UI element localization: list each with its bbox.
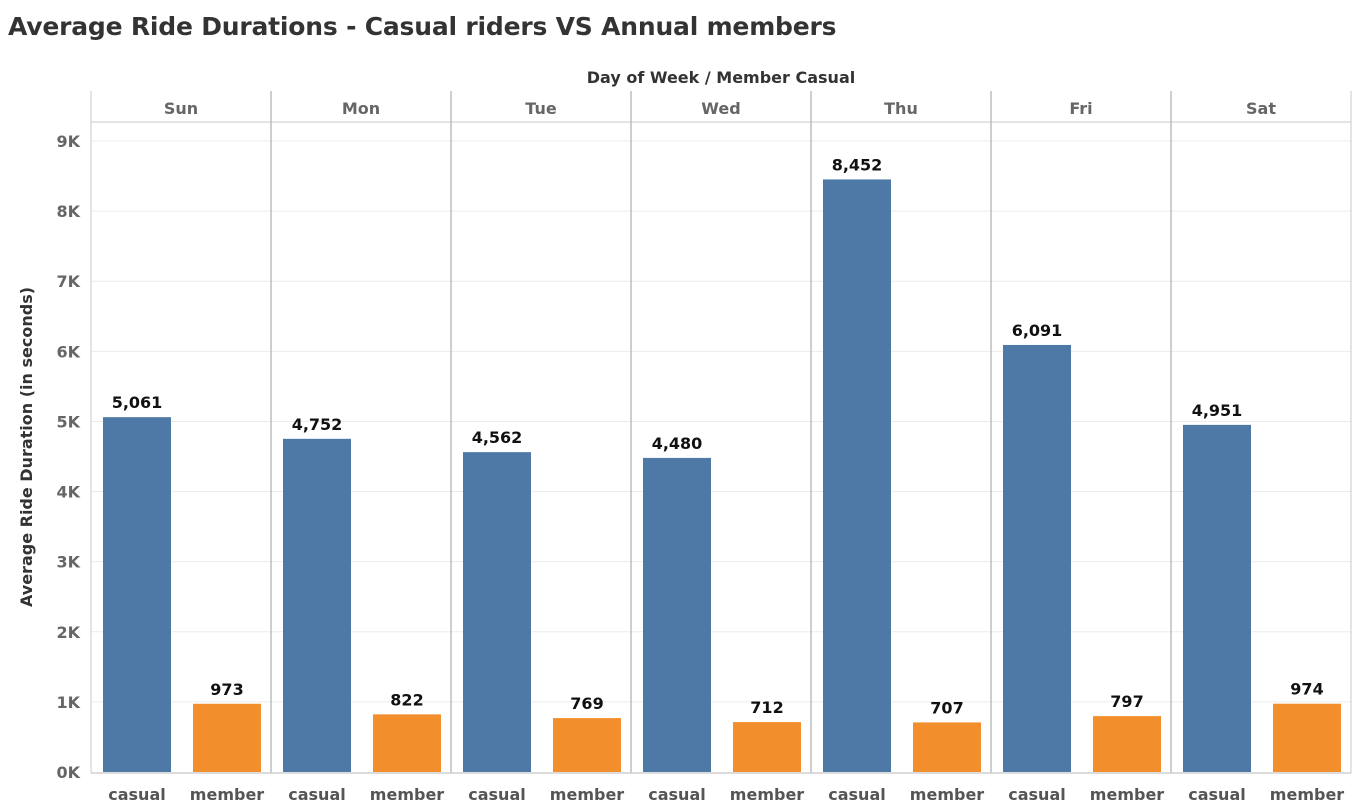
category-header-wed: Wed	[701, 99, 740, 118]
data-label: 973	[210, 680, 243, 699]
data-label: 5,061	[112, 393, 163, 412]
x-tick-label: casual	[1188, 785, 1245, 804]
x-tick-label: casual	[1008, 785, 1065, 804]
y-tick-label: 1K	[56, 693, 80, 712]
data-label: 6,091	[1012, 321, 1063, 340]
bar-casual-tue	[463, 452, 531, 772]
x-tick-label: member	[1090, 785, 1165, 804]
data-label: 707	[930, 698, 963, 717]
data-label: 4,951	[1192, 401, 1243, 420]
header-label: Day of Week / Member Casual	[587, 68, 855, 87]
data-label: 4,480	[652, 434, 703, 453]
bar-casual-sat	[1183, 424, 1251, 772]
y-tick-label: 3K	[56, 553, 80, 572]
bar-casual-fri	[1003, 344, 1071, 772]
x-tick-label: member	[910, 785, 985, 804]
y-tick-label: 5K	[56, 412, 80, 431]
y-tick-label: 6K	[56, 342, 80, 361]
data-label: 712	[750, 698, 783, 717]
data-label: 4,562	[472, 428, 523, 447]
x-tick-label: member	[730, 785, 805, 804]
category-header-tue: Tue	[525, 99, 557, 118]
x-tick-label: member	[550, 785, 625, 804]
x-tick-label: casual	[468, 785, 525, 804]
data-label: 4,752	[292, 415, 343, 434]
bar-member-mon	[373, 714, 441, 772]
category-header-mon: Mon	[342, 99, 380, 118]
x-tick-label: member	[370, 785, 445, 804]
x-tick-label: member	[1270, 785, 1345, 804]
y-tick-label: 0K	[56, 763, 80, 782]
bar-member-fri	[1093, 716, 1161, 772]
category-header-thu: Thu	[884, 99, 918, 118]
y-axis-title: Average Ride Duration (in seconds)	[17, 287, 36, 607]
bar-member-sun	[193, 703, 261, 772]
bar-casual-sun	[103, 417, 171, 772]
data-label: 769	[570, 694, 603, 713]
data-label: 974	[1290, 680, 1323, 699]
bar-casual-thu	[823, 179, 891, 772]
category-header-sun: Sun	[164, 99, 198, 118]
x-tick-label: casual	[828, 785, 885, 804]
chart-title: Average Ride Durations - Casual riders V…	[8, 12, 837, 41]
y-tick-label: 8K	[56, 202, 80, 221]
x-tick-label: casual	[648, 785, 705, 804]
bar-member-wed	[733, 722, 801, 772]
x-tick-label: casual	[108, 785, 165, 804]
y-tick-label: 9K	[56, 132, 80, 151]
data-label: 797	[1110, 692, 1143, 711]
bar-casual-wed	[643, 457, 711, 772]
x-tick-label: member	[190, 785, 265, 804]
x-tick-label: casual	[288, 785, 345, 804]
y-tick-label: 2K	[56, 623, 80, 642]
bar-member-tue	[553, 718, 621, 772]
data-label: 822	[390, 690, 423, 709]
bar-member-sat	[1273, 703, 1341, 772]
category-header-sat: Sat	[1246, 99, 1276, 118]
y-tick-label: 7K	[56, 272, 80, 291]
bar-casual-mon	[283, 438, 351, 772]
y-tick-label: 4K	[56, 483, 80, 502]
data-label: 8,452	[832, 155, 883, 174]
bar-member-thu	[913, 722, 981, 772]
category-header-fri: Fri	[1069, 99, 1092, 118]
